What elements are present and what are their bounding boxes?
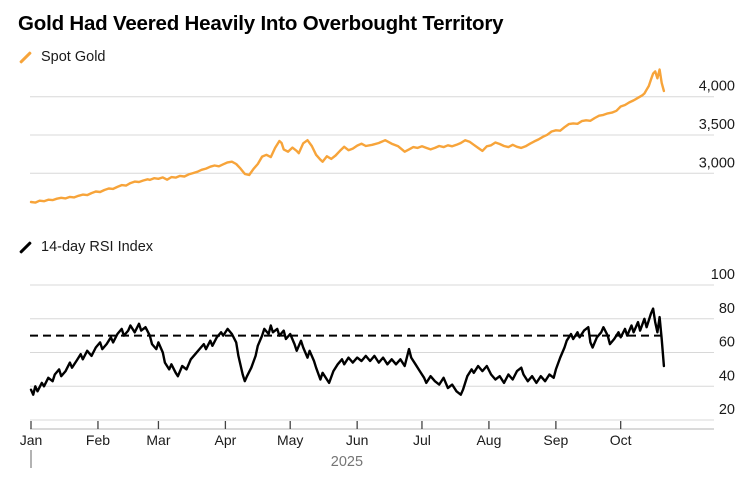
month-label: Apr	[215, 432, 237, 448]
gold-line	[29, 68, 666, 204]
legend-rsi-label: 14-day RSI Index	[41, 239, 154, 255]
month-label: May	[277, 432, 303, 448]
month-label: Aug	[476, 432, 501, 448]
rsi-line	[29, 307, 666, 396]
y-tick-label: 4,000	[699, 79, 735, 95]
y-tick-label: 40	[719, 368, 735, 384]
month-label: Mar	[146, 432, 170, 448]
month-label: Jul	[413, 432, 431, 448]
y-tick-label: 100	[711, 267, 735, 283]
month-label: Jan	[20, 432, 43, 448]
y-tick-label: 3,000	[699, 155, 735, 171]
month-label: Feb	[86, 432, 110, 448]
legend-spot-gold-label: Spot Gold	[41, 49, 106, 65]
y-tick-label: 20	[719, 402, 735, 418]
y-tick-label: 3,500	[699, 117, 735, 133]
y-tick-label: 60	[719, 335, 735, 351]
month-label: Sep	[543, 432, 568, 448]
month-label: Oct	[610, 432, 632, 448]
legend-rsi: 14-day RSI Index	[18, 239, 153, 255]
y-tick-label: 80	[719, 301, 735, 317]
legend-spot-gold: Spot Gold	[18, 49, 106, 65]
chart-title: Gold Had Veered Heavily Into Overbought …	[18, 12, 504, 35]
year-label: 2025	[331, 454, 363, 470]
month-label: Jun	[346, 432, 369, 448]
